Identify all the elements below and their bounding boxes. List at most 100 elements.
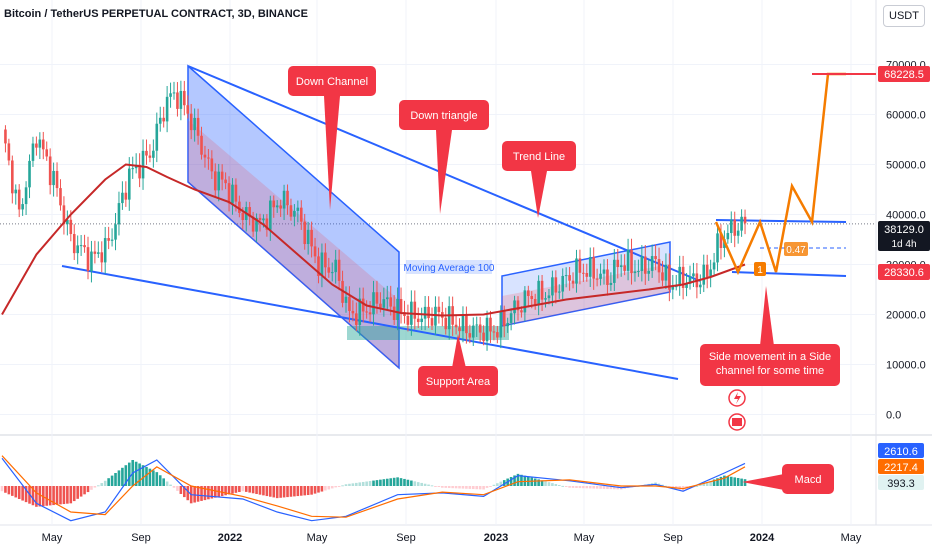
- macd-histogram-bar: [38, 486, 42, 507]
- price-label-box: [878, 66, 930, 82]
- candle-body: [372, 292, 375, 315]
- macd-histogram-bar: [399, 478, 403, 486]
- macd-histogram-bar: [258, 486, 262, 495]
- macd-histogram-bar: [358, 482, 362, 486]
- candle-body: [272, 200, 276, 208]
- candle-body: [571, 280, 575, 284]
- trend-line-callout-pointer: [531, 171, 547, 218]
- macd-histogram-bar: [196, 486, 200, 502]
- candle-body: [155, 123, 159, 151]
- candle-body: [24, 187, 28, 205]
- macd-histogram-bar: [571, 486, 575, 488]
- macd-histogram-bar: [162, 478, 165, 486]
- candle-body: [76, 245, 79, 254]
- macd-histogram-bar: [200, 486, 203, 501]
- candle-body: [420, 318, 423, 323]
- moving-average-label: Moving Average 100: [404, 263, 495, 274]
- candle-body: [729, 219, 733, 234]
- down-triangle-callout-pointer: [436, 130, 452, 214]
- candle-body: [668, 264, 671, 290]
- candle-body: [568, 275, 571, 281]
- candle-body: [671, 286, 675, 290]
- macd-histogram-bar: [478, 486, 482, 490]
- macd-histogram-bar: [344, 484, 348, 486]
- candle-body: [52, 170, 55, 186]
- x-tick-label: 2024: [750, 532, 775, 544]
- candle-body: [196, 117, 200, 136]
- candle-body: [674, 286, 678, 288]
- price-label: 28330.6: [884, 267, 924, 279]
- candle-body: [255, 217, 258, 232]
- candle-body: [502, 311, 506, 327]
- candle-body: [678, 266, 681, 287]
- macd-callout-pointer: [742, 474, 784, 490]
- price-label-box: [878, 264, 930, 280]
- macd-histogram-bar: [595, 486, 599, 489]
- candle-body: [313, 246, 317, 257]
- projection-path: [714, 72, 846, 276]
- macd-histogram-bar: [379, 479, 382, 486]
- macd-histogram-bar: [138, 463, 141, 486]
- candle-body: [28, 160, 31, 188]
- side-movement-callout-text: channel for some time: [716, 365, 824, 377]
- macd-histogram-bar: [234, 486, 238, 493]
- macd-histogram-bar: [296, 486, 300, 497]
- macd-histogram-bar: [275, 486, 279, 499]
- candle-body: [293, 210, 296, 217]
- currency-selector[interactable]: USDT: [883, 5, 925, 27]
- candle-body: [368, 312, 372, 315]
- candle-body: [189, 113, 193, 131]
- candle-body: [238, 201, 241, 213]
- candle-body: [286, 190, 289, 206]
- candle-body: [657, 259, 661, 273]
- macd-histogram-bar: [152, 470, 155, 486]
- side-channel-bottom-line: [731, 271, 847, 277]
- candle-body: [585, 273, 589, 277]
- macd-histogram-bar: [176, 486, 179, 491]
- candle-body: [69, 219, 73, 235]
- macd-callout-text: Macd: [795, 474, 822, 486]
- macd-histogram-bar: [141, 465, 145, 486]
- macd-histogram-bar: [220, 486, 224, 497]
- candle-body: [661, 272, 664, 281]
- macd-histogram-bar: [427, 484, 430, 486]
- candle-body: [207, 157, 210, 159]
- candle-body: [269, 200, 272, 230]
- candle-body: [158, 117, 162, 124]
- macd-histogram-bar: [90, 486, 93, 490]
- y-tick-label: 20000.0: [886, 310, 926, 322]
- macd-histogram-bar: [582, 486, 585, 489]
- macd-histogram-bar: [303, 486, 307, 496]
- price-label: 38129.0: [884, 224, 924, 236]
- candle-body: [740, 216, 743, 231]
- macd-histogram-bar: [169, 484, 172, 486]
- candle-body: [145, 150, 148, 156]
- macd-histogram-bar: [668, 486, 671, 487]
- macd-histogram-bar: [389, 478, 393, 486]
- candle-body: [183, 90, 186, 106]
- candle-body: [557, 291, 561, 293]
- candle-body: [79, 245, 83, 247]
- candle-body: [258, 217, 262, 221]
- y-tick-label: 60000.0: [886, 110, 926, 122]
- macd-histogram-bar: [341, 485, 344, 487]
- candle-body: [11, 160, 14, 194]
- macd-histogram-bar: [207, 486, 210, 500]
- macd-histogram-bar: [719, 476, 723, 486]
- candle-body: [296, 207, 300, 211]
- candle-body: [351, 310, 355, 314]
- macd-histogram-bar: [330, 486, 334, 489]
- support-area-callout: [418, 366, 498, 396]
- macd-histogram-bar: [0, 486, 4, 492]
- candle-body: [595, 278, 599, 280]
- macd-histogram-bar: [327, 486, 331, 490]
- macd-histogram-bar: [158, 475, 162, 486]
- candle-body: [647, 270, 651, 274]
- candle-body: [654, 256, 657, 260]
- x-tick-label: May: [841, 532, 862, 544]
- candle-body: [702, 264, 706, 285]
- macd-histogram-bar: [265, 486, 269, 497]
- candle-body: [21, 204, 24, 210]
- macd-histogram-bar: [55, 486, 59, 505]
